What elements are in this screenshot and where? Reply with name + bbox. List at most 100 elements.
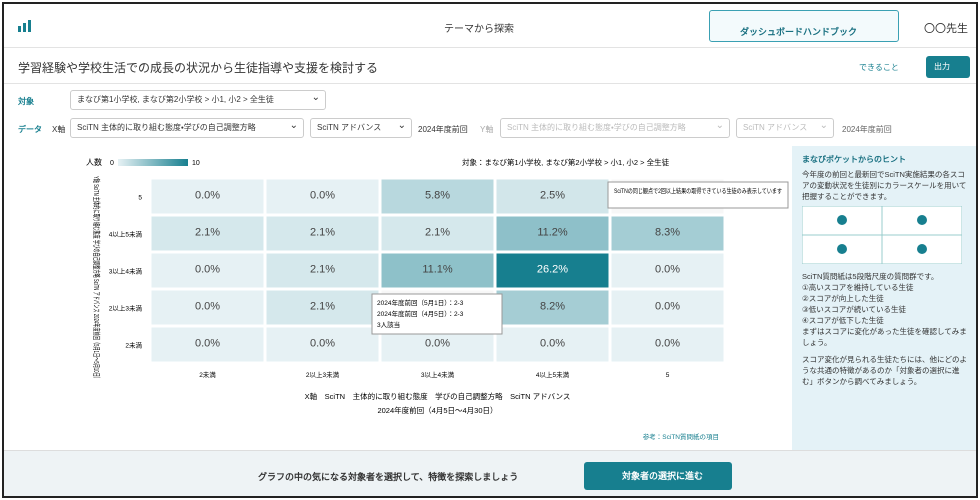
heatmap-cell[interactable] [496, 216, 609, 251]
cell-label: 0.0% [310, 338, 335, 350]
logo [18, 20, 31, 32]
x-period: 2024年度前回 [418, 125, 468, 134]
hint-title: まなびポケットからのヒント [802, 155, 906, 164]
x-item-select[interactable]: SciTN 主体的に取り組む態度・学びの自己調整方略 [70, 118, 304, 138]
heatmap-cell[interactable] [381, 179, 494, 214]
title-bar [4, 48, 976, 84]
cell-label: 5.8% [425, 190, 450, 202]
hint-figure [801, 205, 963, 265]
legend-max: 10 [192, 160, 200, 167]
hint-line: まずはスコアに変化があった生徒を確認してみましょう。 [802, 327, 967, 347]
heatmap-cell[interactable] [266, 216, 379, 251]
hint-line: SciTN質問紙は5段階尺度の質問群です。 [802, 272, 939, 281]
heatmap-cell[interactable] [496, 327, 609, 362]
footer [4, 450, 976, 496]
export-button[interactable]: 出力 [926, 56, 970, 78]
y-tick-label: 3以上4未満 [109, 267, 143, 276]
cell-label: 0.0% [655, 301, 680, 313]
hint-lines: SciTN質問紙は5段階尺度の質問群です。 ①高いスコアを維持している生徒 ②スコア… [802, 271, 970, 348]
cell-label: 2.1% [195, 227, 220, 239]
heatmap-chart: 人数 0 10 対象：まなび第1小学校, まなび第2小学校 > 小1, 小2 > 全生… [86, 157, 789, 441]
cell-label: 2.1% [310, 301, 335, 313]
handbook-banner[interactable]: ダッシュボードハンドブック [709, 10, 899, 42]
y-test-select[interactable]: SciTN アドバンス [736, 118, 834, 138]
cell-label: 8.3% [655, 227, 680, 239]
filter-label: 対象 [18, 97, 34, 106]
tooltip-text: 3人該当 [377, 320, 400, 329]
hint-text: 今年度の前回と最新回でSciTN実施結果の各スコアの変動状況を生徒別にカラースケ… [802, 170, 967, 201]
heatmap-cell[interactable] [611, 327, 724, 362]
cell-label: 11.1% [422, 264, 453, 276]
tooltip-text: 2024年度前回（5月1日）：2-3 [377, 298, 464, 307]
x-axis-title: X軸 SciTN 主体的に取り組む態度 学びの自己調整方略 SciTN アドバン… [305, 391, 571, 401]
heatmap-cell[interactable] [151, 290, 264, 325]
cell-label: 0.0% [310, 190, 335, 202]
cell-label: 0.0% [655, 338, 680, 350]
y-tick-label: 4以上5未満 [109, 230, 143, 239]
heatmap-cell[interactable] [381, 216, 494, 251]
page-title: 学習経験や学校生活での成長の状況から生徒指導や支援を検討する [18, 61, 379, 75]
x-axis-period: 2024年度前回（4月5日〜4月30日） [377, 405, 497, 415]
heatmap-cell[interactable] [266, 327, 379, 362]
footer-message: グラフの中の気になる対象者を選択して、特徴を探索しましょう [258, 472, 519, 482]
cell-label: 2.1% [425, 227, 450, 239]
heatmap-cell[interactable] [151, 253, 264, 288]
heatmap-cell[interactable] [151, 216, 264, 251]
hint-line: ③低いスコアが続いている生徒 [802, 305, 906, 314]
cell-label: 2.1% [310, 227, 335, 239]
target-select[interactable]: まなび第1小学校, まなび第2小学校 > 小1, 小2 > 全生徒 [70, 90, 326, 110]
legend-min: 0 [110, 160, 114, 167]
hint-line: ②スコアが向上した生徒 [802, 294, 884, 303]
hint-line: ①高いスコアを維持している生徒 [802, 283, 914, 292]
heatmap-cell[interactable] [496, 253, 609, 288]
heatmap-cell[interactable] [496, 179, 609, 214]
y-axis-title: Y軸 SciTN 主体的に取り組む態度 学びの自己調整方略 SciTN アドバン… [92, 176, 102, 381]
tooltip-text: 2024年度前回（4月5日）：2-3 [377, 309, 464, 318]
heatmap-cell[interactable] [266, 253, 379, 288]
filter-label: データ [18, 125, 42, 134]
axis-label: Y軸 [480, 125, 494, 134]
reference-link[interactable]: 参考：SciTN質問紙の項目 [643, 432, 719, 441]
heatmap-cell[interactable] [381, 253, 494, 288]
cell-label: 2.1% [310, 264, 335, 276]
proceed-button[interactable]: 対象者の選択に進む [584, 462, 732, 490]
cell-label: 0.0% [540, 338, 565, 350]
heatmap-cell[interactable] [151, 327, 264, 362]
chart-subtitle: 対象：まなび第1小学校, まなび第2小学校 > 小1, 小2 > 全生徒 [462, 157, 670, 167]
hint-panel: まなびポケットからのヒント 今年度の前回と最新回でSciTN実施結果の各スコアの… [792, 146, 976, 450]
heatmap-cell[interactable] [611, 216, 724, 251]
heatmap-cell[interactable] [266, 290, 379, 325]
tooltip-text: SciTNの同じ観点で2回以上結果の取得できている生徒のみ表示しています [614, 186, 782, 195]
cell-label: 0.0% [195, 301, 220, 313]
cell-label: 11.2% [537, 227, 568, 239]
help-link[interactable]: できること [859, 63, 899, 72]
heatmap-cell[interactable] [151, 179, 264, 214]
legend-title: 人数 [86, 157, 102, 167]
y-tick-label: 5 [138, 195, 142, 202]
hint-line: ④スコアが低下した生徒 [802, 316, 884, 325]
x-test-select[interactable]: SciTN アドバンス [310, 118, 412, 138]
y-tick-label: 2未満 [125, 341, 142, 350]
cell-label: 0.0% [195, 338, 220, 350]
x-tick-label: 3以上4未満 [421, 370, 455, 379]
heatmap-cell[interactable] [611, 253, 724, 288]
y-tick-label: 2以上3未満 [109, 304, 143, 313]
heatmap-cell[interactable] [266, 179, 379, 214]
cell-label: 2.5% [540, 190, 565, 202]
x-tick-label: 2未満 [199, 370, 216, 379]
cell-label: 26.2% [537, 264, 568, 276]
heatmap-cell[interactable] [496, 290, 609, 325]
x-tick-label: 4以上5未満 [536, 370, 570, 379]
hint-text: スコア変化が見られる生徒たちには、他にどのような共通の特徴があるのか「対象者の選… [802, 355, 967, 386]
tooltip [371, 293, 503, 335]
legend-bar [118, 159, 188, 166]
heatmap-cell[interactable] [611, 290, 724, 325]
user-name[interactable]: 〇〇先生 [924, 23, 968, 35]
x-tick-label: 5 [666, 372, 670, 379]
y-item-select[interactable]: SciTN 主体的に取り組む態度・学びの自己調整方略 [500, 118, 730, 138]
tooltip [607, 181, 789, 209]
header [4, 4, 976, 48]
